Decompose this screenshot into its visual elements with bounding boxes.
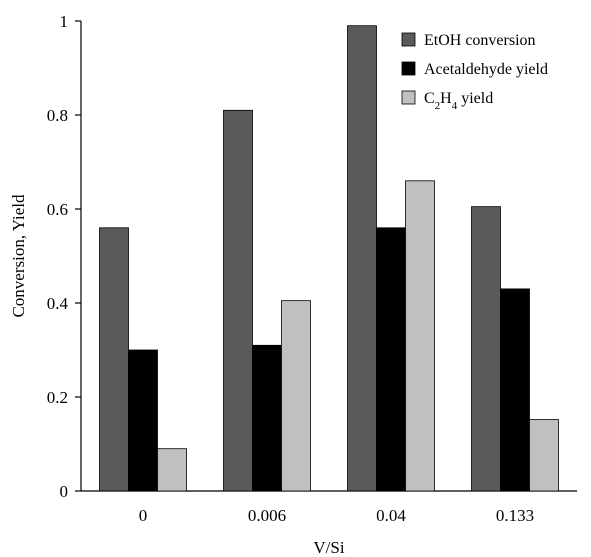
bar-etoh-conversion-0 <box>99 227 129 492</box>
x-axis-label: V/Si <box>313 538 344 557</box>
x-tick-label: 0 <box>139 506 148 525</box>
y-tick-label: 0 <box>60 482 69 501</box>
x-axis: 0 0.006 0.04 0.133 <box>139 506 534 525</box>
y-tick-label: 1 <box>60 12 69 31</box>
bar-acetaldehyde-yield-0_133 <box>500 288 530 492</box>
legend: EtOH conversion Acetaldehyde yield C2H4 yi… <box>401 32 548 112</box>
y-tick-label: 0.2 <box>47 388 68 407</box>
y-axis: 0 0.2 0.4 0.6 0.8 1 <box>47 12 81 501</box>
x-tick-label: 0.133 <box>496 506 534 525</box>
legend-label: EtOH conversion <box>424 32 536 49</box>
x-tick-label: 0.04 <box>376 506 406 525</box>
bar-c2h4-yield-0_04 <box>405 180 435 492</box>
bar-c2h4-yield-0 <box>157 448 187 492</box>
y-tick-label: 0.8 <box>47 106 68 125</box>
x-tick-label: 0.006 <box>248 506 286 525</box>
bar-acetaldehyde-yield-0 <box>128 349 158 492</box>
legend-swatch <box>401 61 416 76</box>
bar-c2h4-yield-0_006 <box>281 300 311 492</box>
bar-c2h4-yield-0_133 <box>529 419 559 492</box>
bars-group <box>99 25 559 492</box>
bar-etoh-conversion-0_04 <box>347 25 377 492</box>
y-tick-label: 0.6 <box>47 200 68 219</box>
legend-swatch <box>401 32 416 47</box>
bar-acetaldehyde-yield-0_006 <box>252 344 282 492</box>
bar-etoh-conversion-0_006 <box>223 109 253 492</box>
legend-swatch <box>401 90 416 105</box>
bar-etoh-conversion-0_133 <box>471 206 501 492</box>
legend-label: C2H4 yield <box>424 90 493 112</box>
y-axis-label: Conversion, Yield <box>9 194 28 318</box>
bar-acetaldehyde-yield-0_04 <box>376 227 406 492</box>
legend-label: Acetaldehyde yield <box>424 61 548 78</box>
y-tick-label: 0.4 <box>47 294 69 313</box>
